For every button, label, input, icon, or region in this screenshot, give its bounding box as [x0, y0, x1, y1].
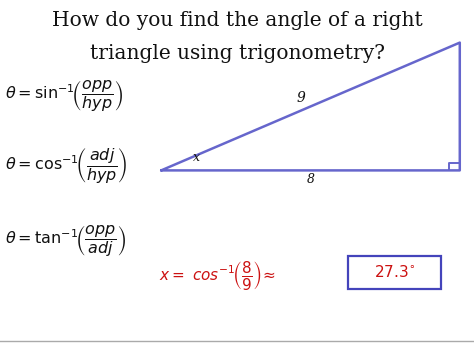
Text: x: x	[193, 152, 200, 164]
Text: $\theta = \mathrm{sin}^{-1}\!\left(\dfrac{\mathit{opp}}{\mathit{hyp}}\right)$: $\theta = \mathrm{sin}^{-1}\!\left(\dfra…	[5, 78, 123, 114]
Text: How do you find the angle of a right: How do you find the angle of a right	[52, 11, 422, 30]
Text: $\mathit{x{=}\ cos}^{-1}\!\left(\dfrac{8}{9}\right)\!\approx$: $\mathit{x{=}\ cos}^{-1}\!\left(\dfrac{8…	[159, 259, 275, 291]
Text: $\theta = \mathrm{cos}^{-1}\!\left(\dfrac{\mathit{adj}}{\mathit{hyp}}\right)$: $\theta = \mathrm{cos}^{-1}\!\left(\dfra…	[5, 146, 128, 185]
Text: 8: 8	[307, 173, 314, 186]
Text: triangle using trigonometry?: triangle using trigonometry?	[90, 44, 384, 64]
Text: $\theta = \mathrm{tan}^{-1}\!\left(\dfrac{\mathit{opp}}{\mathit{adj}}\right)$: $\theta = \mathrm{tan}^{-1}\!\left(\dfra…	[5, 223, 127, 260]
FancyBboxPatch shape	[348, 256, 441, 289]
Text: 9: 9	[297, 91, 305, 105]
Text: $\mathit{27.3}^{\circ}$: $\mathit{27.3}^{\circ}$	[374, 264, 415, 280]
